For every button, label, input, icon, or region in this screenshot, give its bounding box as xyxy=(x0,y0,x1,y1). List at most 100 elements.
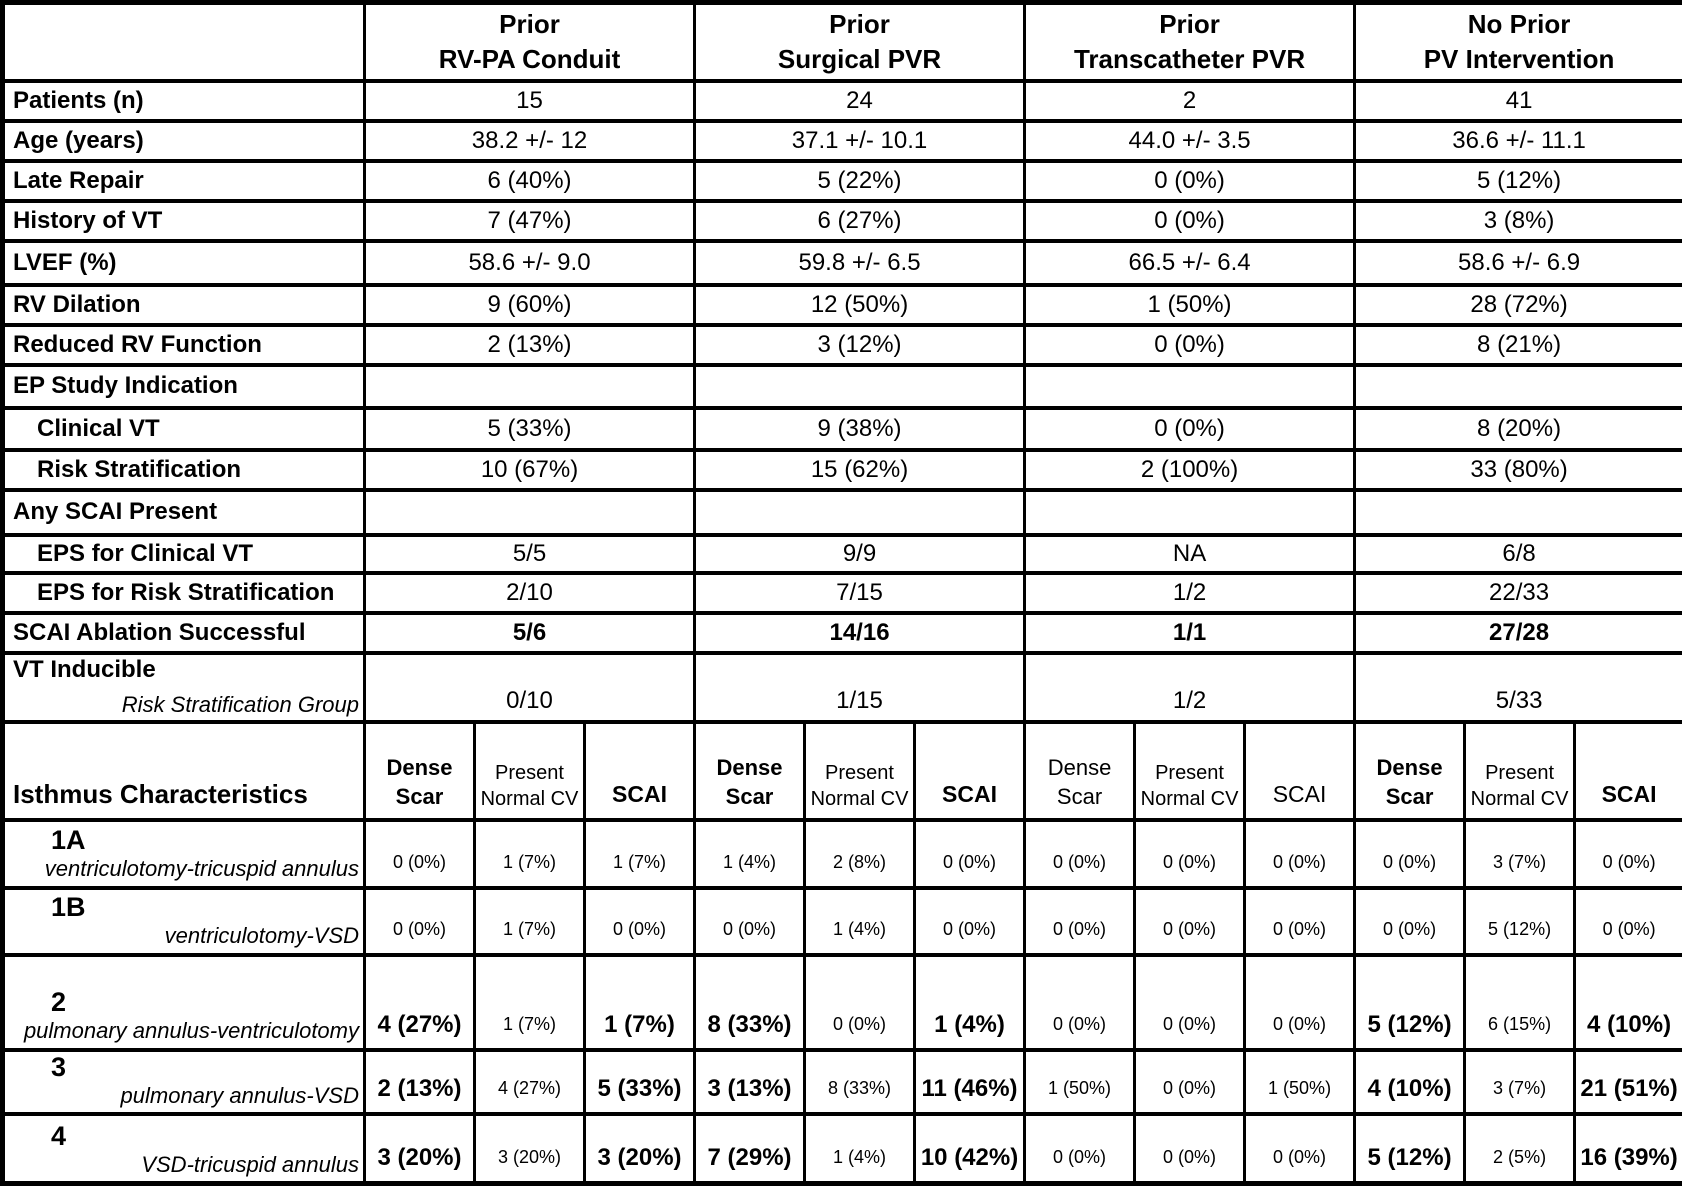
isthmus-value-cell: 5 (12%) xyxy=(1355,955,1465,1050)
isthmus-value-cell: 0 (0%) xyxy=(1135,955,1245,1050)
present-normal-cv-line1: Present xyxy=(1466,760,1573,786)
isthmus-type-description: VSD-tricuspid annulus xyxy=(5,1152,363,1178)
present-normal-cv-line1: Present xyxy=(1136,760,1243,786)
scai-header: SCAI xyxy=(915,722,1025,820)
isthmus-value-cell: 2 (13%) xyxy=(365,1050,475,1114)
value-cell: 0 (0%) xyxy=(1025,325,1355,365)
value-cell: 5/33 xyxy=(1355,653,1682,722)
value-cell: 5/5 xyxy=(365,535,695,573)
value-cell: 44.0 +/- 3.5 xyxy=(1025,121,1355,161)
dense-scar-line2: Scar xyxy=(1356,783,1463,812)
value-cell: 1/2 xyxy=(1025,573,1355,613)
value-cell: 24 xyxy=(695,81,1025,121)
dense-scar-line1: Dense xyxy=(696,754,803,783)
row-label: Patients (n) xyxy=(3,81,365,121)
value-cell: 3 (12%) xyxy=(695,325,1025,365)
value-cell: 27/28 xyxy=(1355,613,1682,653)
isthmus-value-cell: 3 (20%) xyxy=(365,1114,475,1184)
row-label: Late Repair xyxy=(3,161,365,201)
isthmus-value-cell: 2 (8%) xyxy=(805,820,915,888)
isthmus-value-cell: 16 (39%) xyxy=(1575,1114,1682,1184)
value-cell: NA xyxy=(1025,535,1355,573)
value-cell: 59.8 +/- 6.5 xyxy=(695,241,1025,285)
column-header-line1: Prior xyxy=(366,7,693,42)
isthmus-value-cell: 5 (12%) xyxy=(1465,888,1575,955)
isthmus-type-description: ventriculotomy-VSD xyxy=(5,923,363,949)
isthmus-value-cell: 0 (0%) xyxy=(1025,820,1135,888)
isthmus-value-cell: 0 (0%) xyxy=(365,820,475,888)
value-cell: 0 (0%) xyxy=(1025,408,1355,450)
isthmus-value-cell: 0 (0%) xyxy=(915,820,1025,888)
row-label: EPS for Clinical VT xyxy=(3,535,365,573)
value-cell: 2/10 xyxy=(365,573,695,613)
value-cell: 8 (20%) xyxy=(1355,408,1682,450)
present-normal-cv-line1: Present xyxy=(806,760,913,786)
value-cell: 0 (0%) xyxy=(1025,161,1355,201)
value-cell: 2 (100%) xyxy=(1025,450,1355,490)
value-cell xyxy=(695,490,1025,535)
isthmus-value-cell: 3 (20%) xyxy=(585,1114,695,1184)
column-header-line2: Surgical PVR xyxy=(696,42,1023,77)
dense-scar-line1: Dense xyxy=(1026,754,1133,783)
row-label: SCAI Ablation Successful xyxy=(3,613,365,653)
isthmus-value-cell: 0 (0%) xyxy=(1575,820,1682,888)
value-cell: 3 (8%) xyxy=(1355,201,1682,241)
isthmus-value-cell: 1 (7%) xyxy=(585,820,695,888)
value-cell: 1/15 xyxy=(695,653,1025,722)
value-cell: 22/33 xyxy=(1355,573,1682,613)
value-cell: 58.6 +/- 6.9 xyxy=(1355,241,1682,285)
value-cell: 6/8 xyxy=(1355,535,1682,573)
value-cell xyxy=(1355,490,1682,535)
present-normal-cv-line2: Normal CV xyxy=(806,786,913,812)
isthmus-value-cell: 1 (7%) xyxy=(475,820,585,888)
isthmus-value-cell: 0 (0%) xyxy=(1025,955,1135,1050)
value-cell: 28 (72%) xyxy=(1355,285,1682,325)
row-label: Any SCAI Present xyxy=(3,490,365,535)
value-cell: 7/15 xyxy=(695,573,1025,613)
column-header-line2: Transcatheter PVR xyxy=(1026,42,1353,77)
row-label: EPS for Risk Stratification xyxy=(3,573,365,613)
isthmus-value-cell: 0 (0%) xyxy=(1025,1114,1135,1184)
isthmus-value-cell: 0 (0%) xyxy=(1245,888,1355,955)
isthmus-value-cell: 8 (33%) xyxy=(695,955,805,1050)
column-header-line1: Prior xyxy=(1026,7,1353,42)
isthmus-value-cell: 4 (27%) xyxy=(365,955,475,1050)
isthmus-value-cell: 0 (0%) xyxy=(1135,888,1245,955)
isthmus-value-cell: 1 (50%) xyxy=(1025,1050,1135,1114)
column-header-line2: RV-PA Conduit xyxy=(366,42,693,77)
value-cell: 15 xyxy=(365,81,695,121)
value-cell xyxy=(365,490,695,535)
column-header-line1: Prior xyxy=(696,7,1023,42)
isthmus-value-cell: 11 (46%) xyxy=(915,1050,1025,1114)
isthmus-value-cell: 0 (0%) xyxy=(585,888,695,955)
isthmus-value-cell: 0 (0%) xyxy=(1135,1050,1245,1114)
row-label: EP Study Indication xyxy=(3,365,365,408)
isthmus-value-cell: 2 (5%) xyxy=(1465,1114,1575,1184)
row-label: Reduced RV Function xyxy=(3,325,365,365)
isthmus-type-description: pulmonary annulus-ventriculotomy xyxy=(5,1018,363,1044)
value-cell: 1/1 xyxy=(1025,613,1355,653)
value-cell: 41 xyxy=(1355,81,1682,121)
isthmus-value-cell: 5 (33%) xyxy=(585,1050,695,1114)
isthmus-value-cell: 7 (29%) xyxy=(695,1114,805,1184)
isthmus-value-cell: 8 (33%) xyxy=(805,1050,915,1114)
isthmus-value-cell: 4 (10%) xyxy=(1355,1050,1465,1114)
